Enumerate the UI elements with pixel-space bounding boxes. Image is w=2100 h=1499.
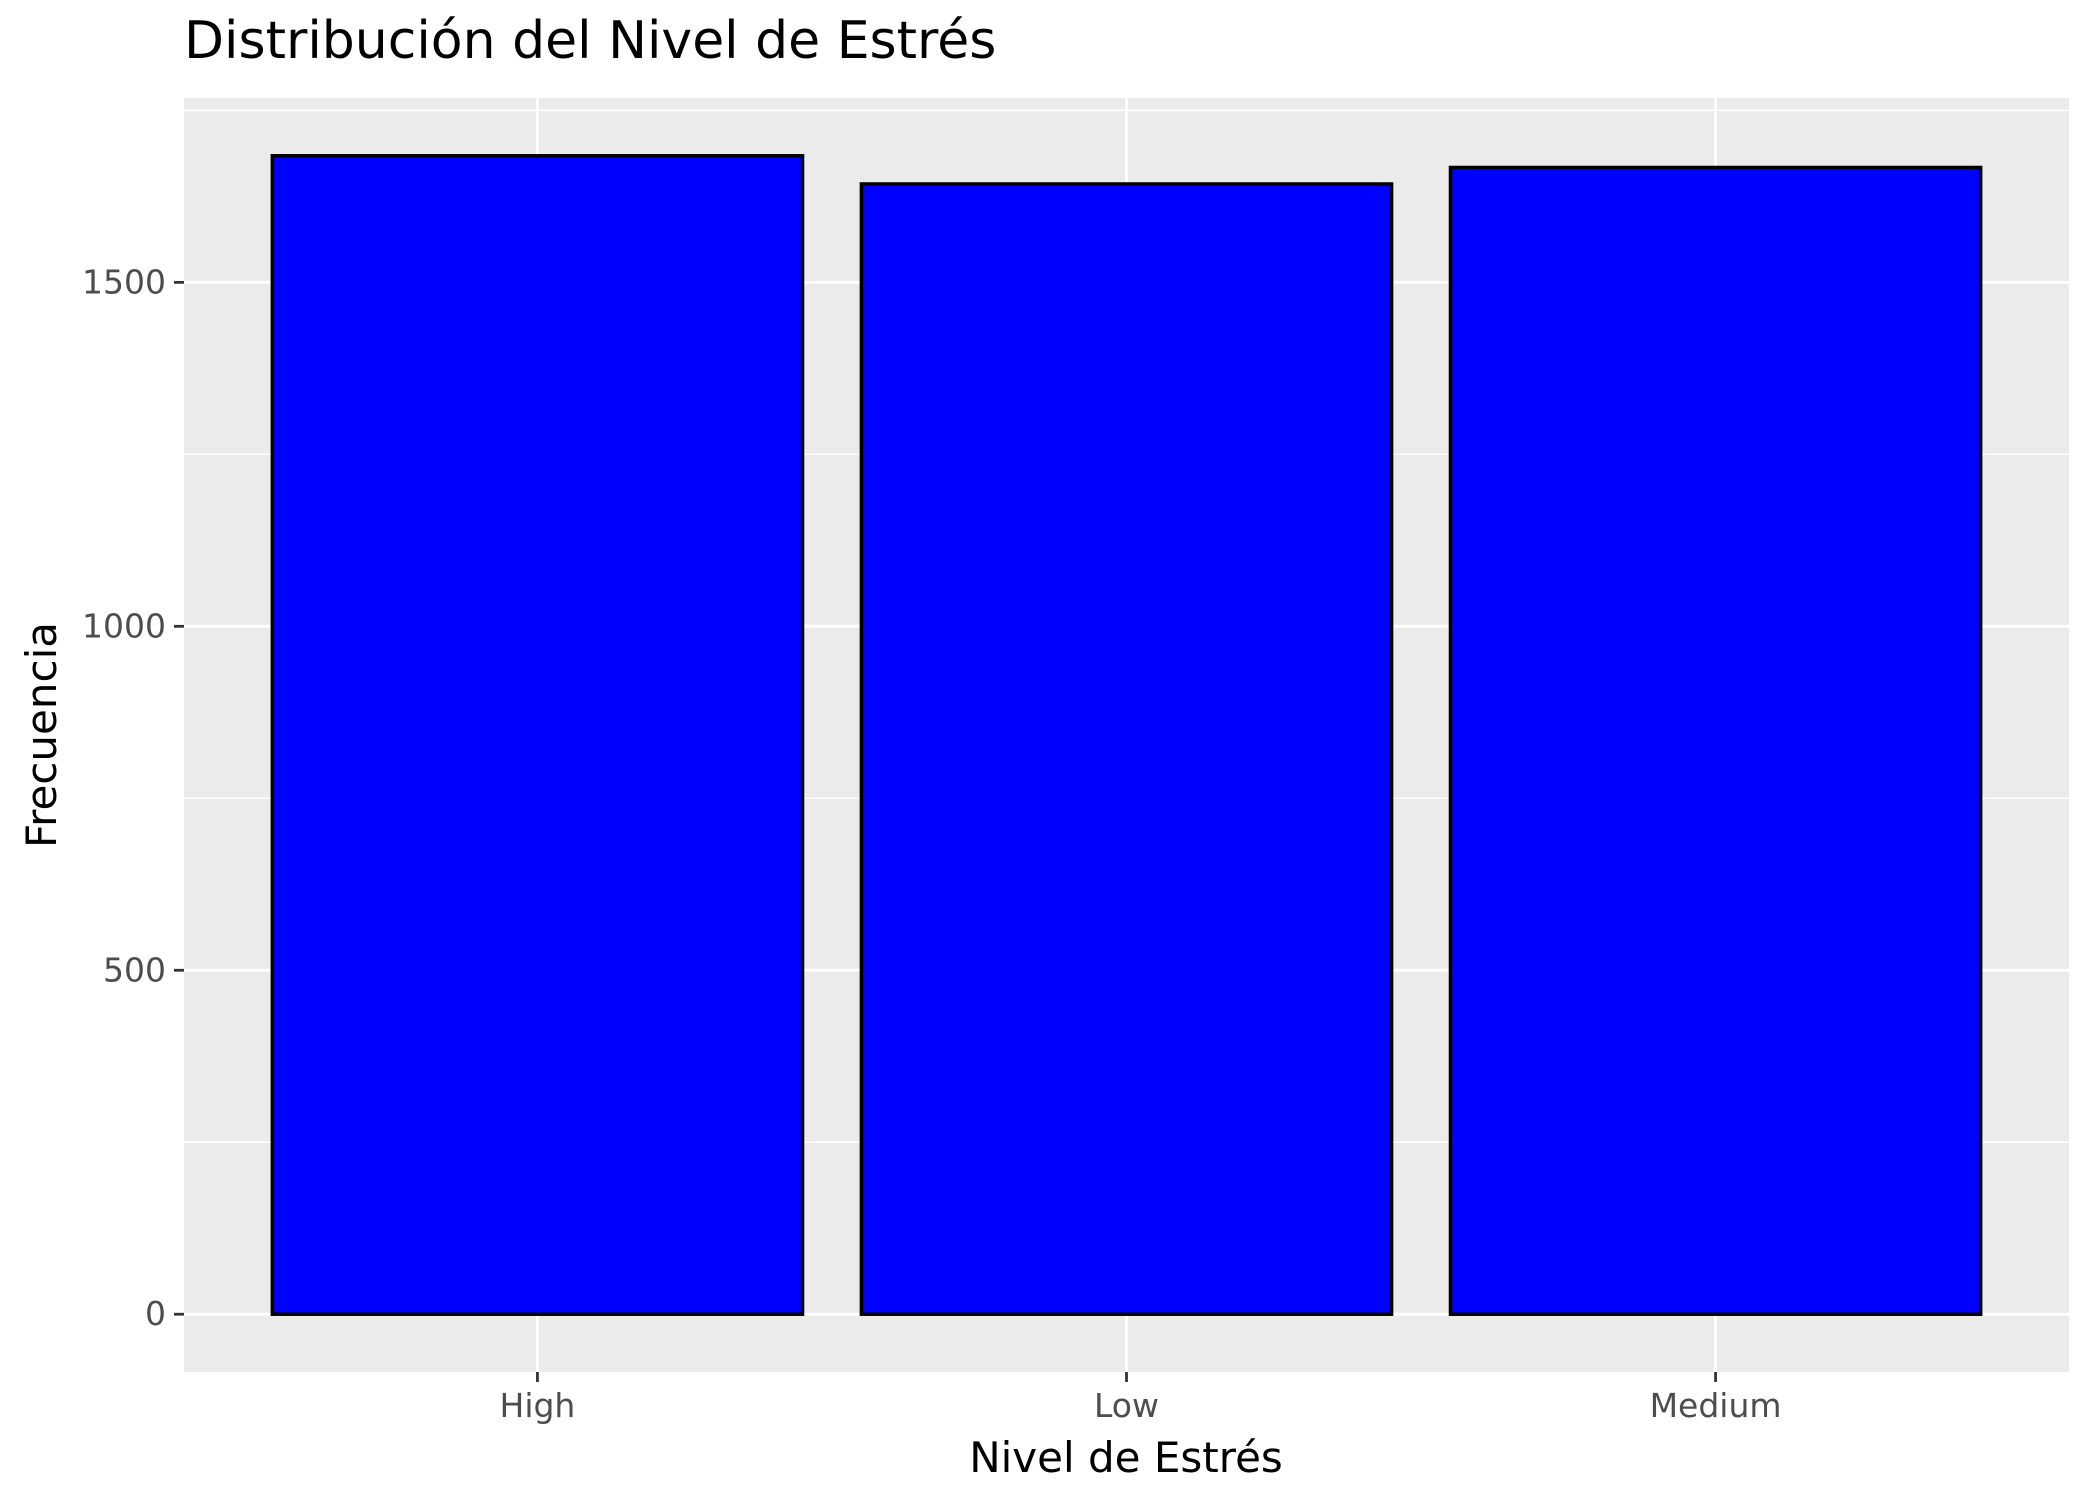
bars — [270, 154, 1983, 1316]
x-tick-label: Medium — [1650, 1386, 1782, 1425]
x-tick-label: Low — [1094, 1386, 1159, 1425]
chart-title: Distribución del Nivel de Estrés — [184, 11, 996, 71]
bar-high — [270, 154, 805, 1316]
x-axis-title: Nivel de Estrés — [969, 1433, 1283, 1482]
y-axis: 0 500 1000 1500 — [82, 262, 184, 1333]
y-tick-label: 1000 — [82, 606, 166, 645]
x-axis: High Low Medium — [500, 1372, 1782, 1425]
bar-low — [859, 182, 1394, 1316]
y-tick-label: 500 — [103, 950, 166, 989]
y-tick-label: 1500 — [82, 262, 166, 301]
y-axis-title: Frecuencia — [17, 622, 66, 848]
bar-medium — [1448, 165, 1983, 1316]
x-tick-label: High — [500, 1386, 576, 1425]
y-tick-label: 0 — [145, 1294, 166, 1333]
